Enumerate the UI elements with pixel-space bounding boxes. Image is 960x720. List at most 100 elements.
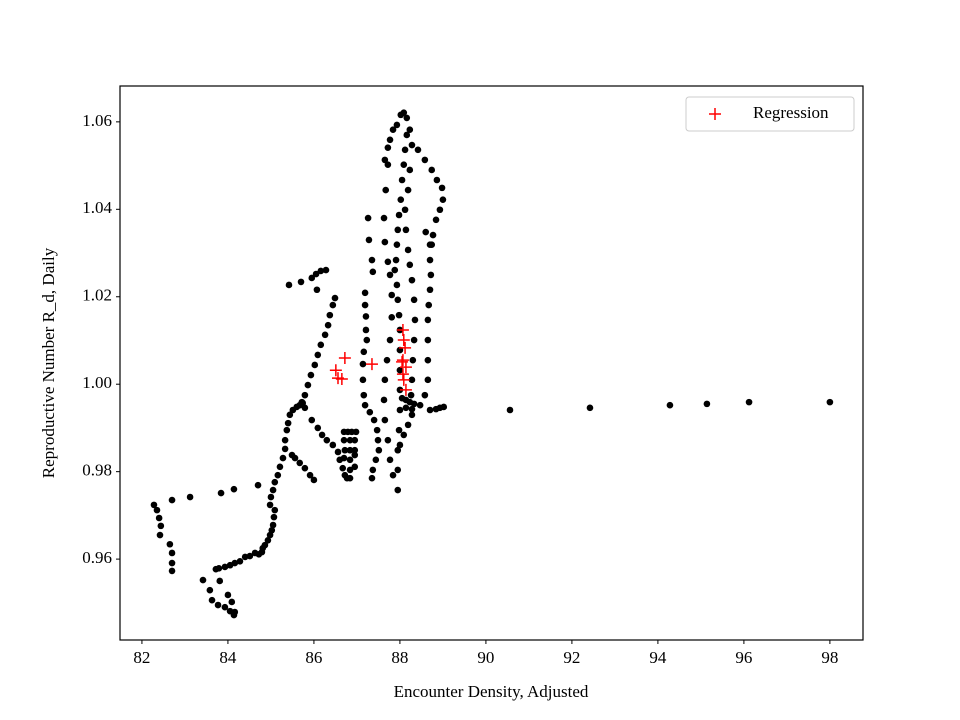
point <box>404 186 412 194</box>
point <box>317 341 325 349</box>
point <box>381 376 389 384</box>
point <box>426 256 434 264</box>
point <box>312 270 320 278</box>
point <box>386 336 394 344</box>
point <box>397 334 410 347</box>
point <box>281 445 289 453</box>
point <box>383 356 391 364</box>
point <box>360 348 368 356</box>
point <box>346 466 354 474</box>
point <box>389 126 397 134</box>
point <box>388 314 396 321</box>
point <box>368 256 376 264</box>
y-tick-label: 0.96 <box>82 548 112 567</box>
point <box>215 564 223 572</box>
point <box>351 463 359 471</box>
point <box>397 196 405 203</box>
point <box>267 493 275 501</box>
point <box>427 271 435 279</box>
point <box>745 398 753 406</box>
point <box>402 404 410 412</box>
point <box>410 296 418 304</box>
point <box>398 176 406 184</box>
point <box>291 454 299 462</box>
legend-label: Regression <box>753 103 829 122</box>
point <box>329 301 337 309</box>
point <box>424 336 432 344</box>
point <box>396 386 404 394</box>
point <box>400 109 408 116</box>
point <box>363 336 371 344</box>
point <box>324 321 332 329</box>
point <box>666 401 674 409</box>
x-tick-label: 90 <box>477 648 494 667</box>
point <box>361 301 369 309</box>
point <box>168 559 176 567</box>
point <box>374 436 382 444</box>
point <box>394 446 402 454</box>
point <box>401 146 409 154</box>
x-axis-label: Encounter Density, Adjusted <box>394 682 589 701</box>
x-tick-label: 98 <box>821 648 838 667</box>
point <box>391 266 399 274</box>
point <box>406 261 414 269</box>
point <box>394 226 402 234</box>
point <box>408 276 416 284</box>
point <box>318 431 326 439</box>
point <box>408 411 416 419</box>
point <box>322 266 330 274</box>
point <box>329 441 337 449</box>
point <box>410 400 418 408</box>
point <box>389 471 397 479</box>
point <box>351 436 359 444</box>
x-tick-label: 94 <box>649 648 667 667</box>
point <box>506 406 514 414</box>
point <box>301 391 309 399</box>
point <box>381 416 389 424</box>
point <box>403 114 411 122</box>
point <box>323 436 331 444</box>
point <box>254 481 262 489</box>
x-tick-label: 84 <box>219 648 237 667</box>
point <box>361 289 369 297</box>
point <box>281 436 289 444</box>
point <box>199 576 207 584</box>
point <box>373 426 381 434</box>
point <box>297 278 305 286</box>
point <box>186 493 194 501</box>
point <box>153 506 161 514</box>
point <box>285 281 293 289</box>
point <box>421 391 429 399</box>
point <box>393 241 401 249</box>
point <box>381 156 389 164</box>
point <box>388 291 396 299</box>
point <box>370 416 378 424</box>
point <box>400 161 408 169</box>
point <box>438 184 446 192</box>
point <box>221 603 229 611</box>
point <box>440 403 448 411</box>
point <box>439 196 447 203</box>
point <box>298 398 306 406</box>
point <box>426 286 434 294</box>
point <box>236 557 244 565</box>
point <box>826 398 834 406</box>
y-tick-label: 1.00 <box>82 373 112 392</box>
point <box>429 231 437 239</box>
point <box>313 286 321 294</box>
point <box>384 144 392 151</box>
point <box>403 131 411 139</box>
point <box>346 456 354 464</box>
point <box>340 454 348 462</box>
point <box>407 391 415 399</box>
legend-box <box>685 96 855 132</box>
point <box>362 313 370 320</box>
point <box>286 411 294 419</box>
point <box>266 501 274 509</box>
point <box>426 406 434 414</box>
point <box>156 531 164 539</box>
point <box>228 598 236 606</box>
point <box>396 354 409 367</box>
point <box>270 513 278 521</box>
